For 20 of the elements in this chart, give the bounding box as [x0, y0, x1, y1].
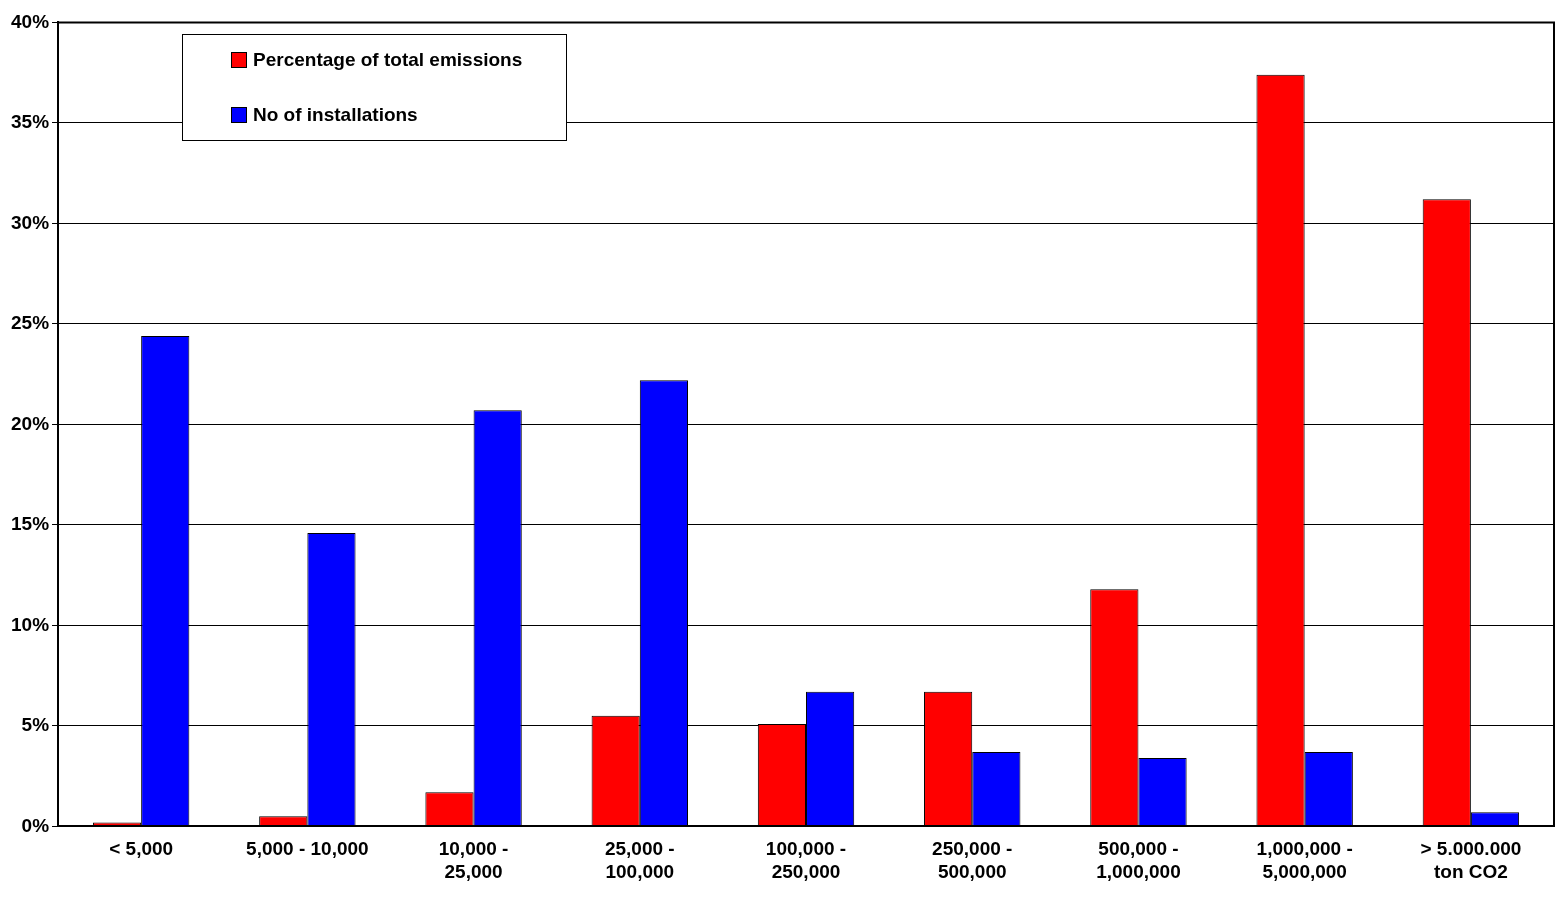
- x-tick-label: 1,000,000 - 5,000,000: [1256, 838, 1353, 882]
- y-tick-label: 10%: [11, 613, 50, 635]
- x-tick-label: 10,000 - 25,000: [438, 838, 509, 882]
- y-tick-label: 30%: [11, 211, 50, 233]
- legend-label: No of installations: [253, 104, 418, 127]
- x-tick-label: 250,000 - 500,000: [932, 838, 1013, 882]
- x-tick-label: 500,000 - 1,000,000: [1096, 838, 1181, 882]
- y-tick-label: 20%: [11, 412, 50, 434]
- y-tick-label: 5%: [21, 714, 50, 736]
- x-tick-label: 100,000 - 250,000: [765, 838, 847, 882]
- x-tick-label: 25,000 - 100,000: [604, 838, 675, 882]
- y-tick-label: 25%: [11, 312, 50, 334]
- y-tick-label: 15%: [11, 513, 50, 535]
- legend-label: Percentage of total emissions: [253, 49, 523, 72]
- y-tick-label: 35%: [11, 111, 50, 133]
- x-tick-label: 5,000 - 10,000: [246, 838, 369, 860]
- y-tick-label: 40%: [11, 10, 50, 32]
- x-tick-label: < 5,000: [109, 838, 174, 860]
- x-tick-label: > 5.000.000 ton CO2: [1420, 838, 1522, 882]
- y-tick-label: 0%: [21, 814, 50, 836]
